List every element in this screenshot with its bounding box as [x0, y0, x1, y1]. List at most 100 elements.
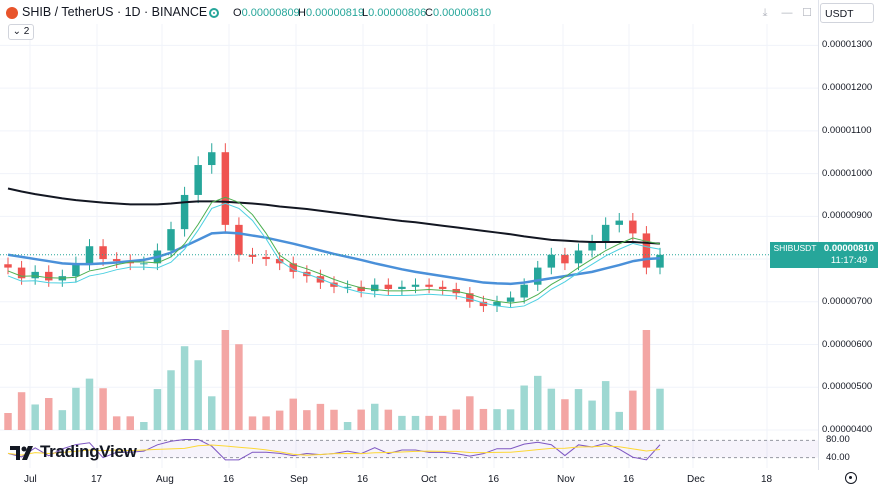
- candle-body: [275, 259, 284, 264]
- symbol-title[interactable]: SHIB / TetherUS · 1D · BINANCE: [22, 5, 208, 19]
- volume-bar: [398, 415, 406, 430]
- candle-body: [574, 250, 583, 264]
- volume-bar: [520, 385, 528, 430]
- volume-bar: [262, 416, 270, 430]
- volume-bar: [208, 396, 216, 430]
- volume-bar: [547, 388, 556, 430]
- candle-body: [520, 284, 528, 298]
- volume-bar: [17, 392, 26, 430]
- rsi-band: [140, 440, 818, 458]
- time-tick-label: Oct: [421, 474, 437, 485]
- live-status-icon: [209, 8, 219, 18]
- volume-bar: [506, 409, 515, 430]
- time-tick-label: Jul: [24, 474, 37, 485]
- time-tick-label: 16: [623, 474, 635, 485]
- candle-body: [466, 293, 474, 302]
- volume-bar: [330, 409, 338, 430]
- volume-bar: [85, 378, 94, 430]
- candle-body: [601, 224, 610, 242]
- minimize-icon[interactable]: —: [781, 7, 793, 19]
- price-tick-label: 0.00000700: [822, 295, 873, 307]
- volume-bar: [126, 416, 134, 430]
- candle-body: [343, 286, 352, 288]
- candle-body: [31, 271, 39, 279]
- candle-body: [248, 254, 257, 257]
- candle-body: [262, 256, 270, 260]
- time-tick-label: Dec: [687, 474, 705, 485]
- price-tick-label: 0.00000900: [822, 210, 873, 222]
- candle-body: [398, 286, 406, 289]
- last-price-axis-label: 0.00000810 11:17:49: [820, 242, 878, 268]
- candle-body: [99, 246, 107, 260]
- maximize-icon[interactable]: ☐: [802, 7, 812, 19]
- volume-bar: [275, 410, 284, 430]
- candle-body: [425, 284, 433, 287]
- moving-averages: [0, 187, 818, 309]
- volume-bar: [167, 370, 175, 430]
- candle-body: [493, 301, 501, 307]
- ohlc-high: H0.00000819: [298, 7, 365, 19]
- volume-bar: [112, 416, 121, 430]
- candle-body: [547, 254, 556, 268]
- volume-bar: [588, 400, 596, 430]
- price-axis[interactable]: [818, 0, 878, 470]
- volume-bar: [574, 389, 583, 430]
- rsi-ma-line: [7, 444, 661, 456]
- ohlc-low: L0.00000806: [362, 7, 427, 19]
- grid: [0, 24, 818, 468]
- last-price-symbol: SHIBUSDT: [773, 243, 817, 253]
- ohlc-open: O0.00000809: [233, 7, 300, 19]
- price-tick-label: 0.00001000: [822, 167, 873, 179]
- time-tick-label: 16: [223, 474, 235, 485]
- price-tick-label: 0.00001300: [822, 39, 873, 51]
- tradingview-logo-icon: [10, 446, 33, 460]
- candle-body: [615, 220, 623, 225]
- volume-bar: [31, 404, 39, 430]
- candle-body: [194, 165, 202, 195]
- candle-body: [384, 284, 393, 289]
- ma-line: [7, 196, 661, 304]
- volume-bar: [384, 409, 393, 430]
- candle-body: [45, 271, 53, 281]
- time-tick-label: Nov: [557, 474, 575, 485]
- volume-bar: [235, 344, 243, 430]
- candle-body: [588, 241, 596, 251]
- chart-header: SHIB / TetherUS · 1D · BINANCE O0.000008…: [0, 0, 818, 40]
- volume-bar: [642, 330, 651, 430]
- volume-bar: [561, 399, 569, 430]
- rsi-tick-label: 40.00: [826, 451, 850, 463]
- candle-body: [235, 224, 243, 255]
- ma-line: [7, 231, 661, 286]
- time-tick-label: 16: [357, 474, 369, 485]
- volume-bar: [153, 389, 162, 430]
- bar-countdown: 11:17:49: [830, 255, 868, 266]
- ohlc-close: C0.00000810: [425, 7, 492, 19]
- candle-body: [479, 301, 488, 307]
- volume-bar: [221, 330, 230, 430]
- volume-bar: [248, 416, 257, 430]
- candle-body: [371, 284, 379, 292]
- candle-body: [180, 194, 189, 230]
- volume-histogram: [4, 330, 664, 430]
- candle-body: [289, 263, 297, 272]
- price-tick-label: 0.00000400: [822, 424, 873, 435]
- volume-bar: [425, 415, 433, 430]
- settings-icon[interactable]: [845, 472, 857, 484]
- ma-line: [7, 202, 661, 309]
- shib-logo-icon: [6, 7, 18, 19]
- candle-body: [140, 263, 148, 265]
- candle-body: [656, 254, 664, 268]
- time-tick-label: 16: [488, 474, 500, 485]
- rsi-pane: [7, 438, 818, 461]
- volume-bar: [466, 396, 474, 430]
- indicator-toggle-button[interactable]: ⌄ 2: [8, 24, 34, 40]
- candle-body: [221, 152, 230, 225]
- volume-bar: [4, 413, 12, 430]
- scroll-down-icon[interactable]: ⤓: [762, 7, 768, 19]
- candle-body: [4, 264, 12, 268]
- candle-body: [506, 297, 515, 302]
- currency-selector[interactable]: USDT: [820, 3, 874, 23]
- time-tick-label: 17: [91, 474, 103, 485]
